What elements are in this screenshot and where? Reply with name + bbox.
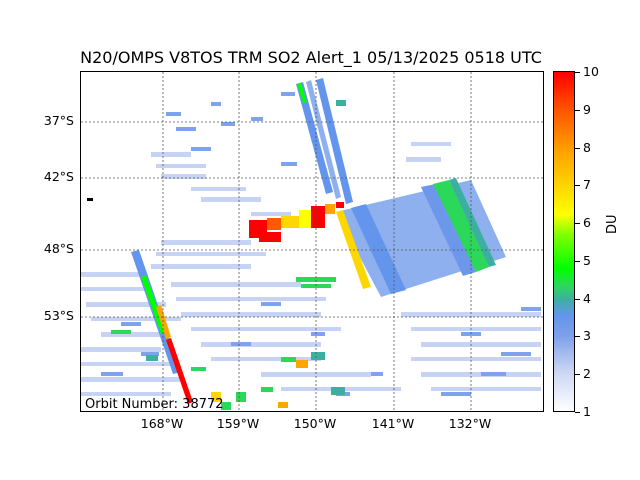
colorbar-tick-label: 4 xyxy=(583,290,591,306)
colorbar-tick-mark xyxy=(575,185,580,187)
colorbar-tick-label: 2 xyxy=(583,366,591,382)
colorbar-tick-mark xyxy=(575,72,580,73)
lon-label-168w: 168°W xyxy=(140,416,184,431)
colorbar-tick-mark xyxy=(575,298,580,300)
colorbar-tick-mark xyxy=(575,147,580,149)
lon-label-159w: 159°W xyxy=(216,416,260,431)
orbit-number: Orbit Number: 38772 xyxy=(85,397,224,412)
lat-label-48s: 48°S xyxy=(43,241,74,256)
so2-teal-pixels xyxy=(146,100,346,395)
colorbar-tick-mark xyxy=(575,412,580,413)
colorbar-tick-mark xyxy=(575,109,580,111)
so2-hotspot xyxy=(249,202,344,242)
colorbar-tick-mark xyxy=(575,223,580,225)
lat-label-37s: 37°S xyxy=(43,113,74,128)
lon-label-141w: 141°W xyxy=(371,416,415,431)
graticule xyxy=(81,72,543,411)
lat-label-42s: 42°S xyxy=(43,169,74,184)
colorbar-tick-mark xyxy=(575,374,580,376)
colorbar xyxy=(553,71,575,412)
colorbar-tick-label: 3 xyxy=(583,328,591,344)
colorbar-tick-mark xyxy=(575,260,580,262)
so2-left-band xyxy=(131,250,193,404)
colorbar-tick-label: 7 xyxy=(583,177,591,193)
map-plot-area xyxy=(80,71,544,412)
colorbar-tick-label: 9 xyxy=(583,101,591,117)
so2-yellow-pixels xyxy=(211,360,308,408)
coastline-fragment xyxy=(87,198,93,201)
colorbar-tick-label: 1 xyxy=(583,404,591,419)
so2-swath-map xyxy=(81,72,543,411)
colorbar-tick-mark xyxy=(575,336,580,338)
colorbar-tick-label: 6 xyxy=(583,215,591,231)
map-title: N20/OMPS V8TOS TRM SO2 Alert_1 05/13/202… xyxy=(80,48,542,67)
so2-upper-band xyxy=(296,78,353,204)
colorbar-tick-label: 8 xyxy=(583,139,591,155)
so2-swath-band xyxy=(336,178,506,297)
colorbar-tick-label: 5 xyxy=(583,252,591,268)
lon-label-150w: 150°W xyxy=(293,416,337,431)
lat-label-53s: 53°S xyxy=(43,308,74,323)
colorbar-tick-label: 10 xyxy=(583,64,599,79)
colorbar-title: DU xyxy=(605,214,620,234)
so2-low-pixels xyxy=(81,142,541,396)
lon-label-132w: 132°W xyxy=(448,416,492,431)
